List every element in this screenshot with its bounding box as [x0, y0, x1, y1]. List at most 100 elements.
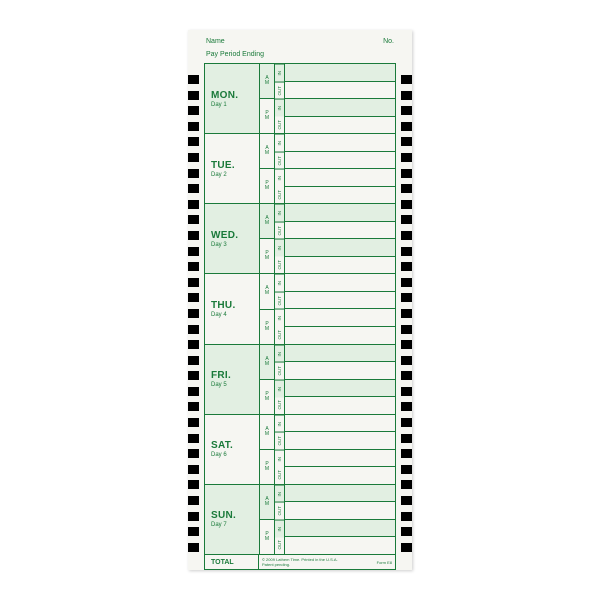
time-cell [285, 169, 395, 187]
edge-notch [401, 543, 412, 552]
edge-notch [401, 262, 412, 271]
am-label: AM [260, 274, 274, 309]
pm-label: PM [260, 169, 274, 203]
times-column [284, 485, 395, 554]
form-text: Form E8 [377, 560, 392, 565]
out-label: OUT [275, 362, 284, 380]
times-column [284, 134, 395, 203]
day-row: FRI.Day 5AMPMINOUTINOUT [205, 345, 395, 415]
edge-notch [188, 75, 199, 84]
edge-notch [188, 106, 199, 115]
times-column [284, 415, 395, 484]
time-cell [285, 502, 395, 520]
day-row: WED.Day 3AMPMINOUTINOUT [205, 204, 395, 274]
edge-notch [401, 293, 412, 302]
pm-label: PM [260, 310, 274, 344]
patent-text: Patent pending. [262, 562, 338, 567]
card-header: Name No. Pay Period Ending [204, 30, 396, 63]
edge-notch [401, 340, 412, 349]
timecard: Name No. Pay Period Ending MON.Day 1AMPM… [188, 30, 412, 570]
time-cell [285, 257, 395, 274]
times-column [284, 274, 395, 343]
time-cell [285, 450, 395, 468]
out-label: OUT [275, 292, 284, 310]
ampm-column: AMPM [259, 204, 274, 273]
edge-notch [188, 153, 199, 162]
edge-notch [401, 309, 412, 318]
edge-notch [401, 402, 412, 411]
edge-notch [188, 247, 199, 256]
time-cell [285, 380, 395, 398]
edge-notch [401, 480, 412, 489]
times-column [284, 345, 395, 414]
edge-notch [188, 543, 199, 552]
in-label: IN [275, 380, 284, 398]
edge-notch [188, 262, 199, 271]
edge-notch [188, 200, 199, 209]
pm-label: PM [260, 380, 274, 414]
in-label: IN [275, 520, 284, 538]
edge-notch [188, 387, 199, 396]
in-label: IN [275, 450, 284, 468]
out-label: OUT [275, 187, 284, 204]
out-label: OUT [275, 467, 284, 484]
pm-label: PM [260, 450, 274, 484]
pm-label: PM [260, 99, 274, 133]
edge-notch [401, 512, 412, 521]
ampm-column: AMPM [259, 134, 274, 203]
edge-notch [401, 231, 412, 240]
edge-notch [188, 527, 199, 536]
edge-notch [188, 371, 199, 380]
total-label: TOTAL [205, 555, 259, 569]
edge-notch [401, 184, 412, 193]
out-label: OUT [275, 152, 284, 170]
out-label: OUT [275, 537, 284, 554]
edge-notch [401, 247, 412, 256]
am-label: AM [260, 345, 274, 380]
inout-column: INOUTINOUT [274, 345, 284, 414]
edge-notch [188, 278, 199, 287]
edge-notch [401, 434, 412, 443]
day-row: MON.Day 1AMPMINOUTINOUT [205, 64, 395, 134]
day-abbr: FRI. [211, 370, 259, 381]
inout-column: INOUTINOUT [274, 134, 284, 203]
time-cell [285, 274, 395, 292]
day-abbr: THU. [211, 300, 259, 311]
pm-label: PM [260, 239, 274, 273]
edge-notch [188, 293, 199, 302]
time-cell [285, 362, 395, 380]
time-cell [285, 64, 395, 82]
edge-notch [188, 215, 199, 224]
edge-notch [401, 200, 412, 209]
edge-notch [401, 169, 412, 178]
edge-notch [188, 137, 199, 146]
edge-notch [188, 184, 199, 193]
edge-notch [188, 496, 199, 505]
edge-notch [401, 91, 412, 100]
edge-notch [188, 356, 199, 365]
out-label: OUT [275, 257, 284, 274]
time-cell [285, 345, 395, 363]
ampm-column: AMPM [259, 415, 274, 484]
day-row: TUE.Day 2AMPMINOUTINOUT [205, 134, 395, 204]
time-cell [285, 152, 395, 170]
edge-notch [401, 527, 412, 536]
in-label: IN [275, 345, 284, 363]
time-cell [285, 467, 395, 484]
am-label: AM [260, 204, 274, 239]
ampm-column: AMPM [259, 345, 274, 414]
am-label: AM [260, 64, 274, 99]
out-label: OUT [275, 82, 284, 100]
times-column [284, 64, 395, 133]
day-row: SAT.Day 6AMPMINOUTINOUT [205, 415, 395, 485]
times-column [284, 204, 395, 273]
edge-notch [401, 356, 412, 365]
edge-notch [401, 496, 412, 505]
day-label: MON.Day 1 [205, 64, 259, 133]
out-label: OUT [275, 327, 284, 344]
edge-notch [188, 449, 199, 458]
out-label: OUT [275, 432, 284, 450]
in-label: IN [275, 309, 284, 327]
day-label: FRI.Day 5 [205, 345, 259, 414]
day-number: Day 7 [211, 522, 259, 528]
